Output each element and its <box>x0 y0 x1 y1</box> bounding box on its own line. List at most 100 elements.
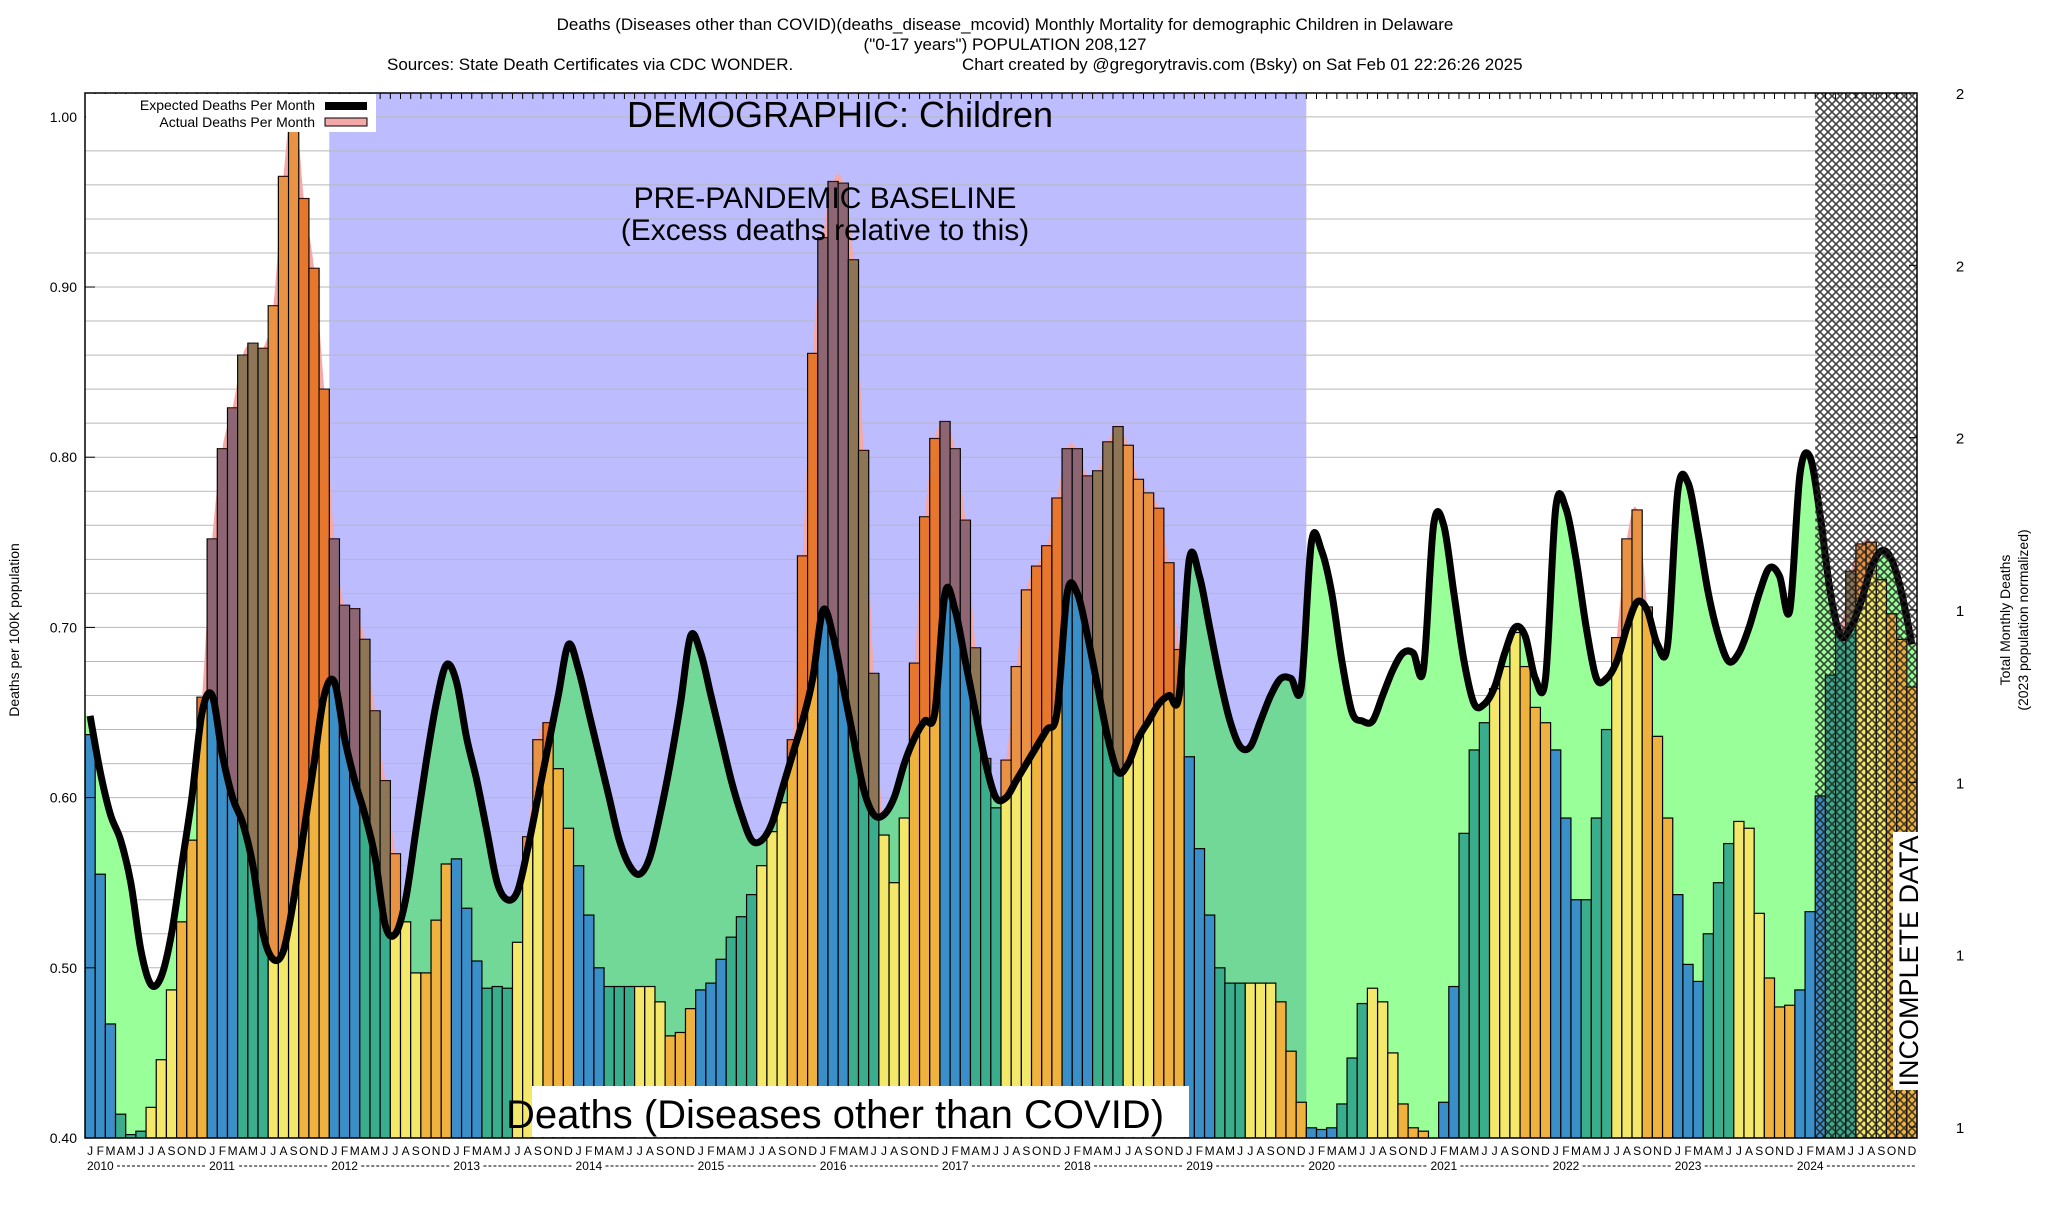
x-tick-label-month: O <box>788 1144 797 1158</box>
x-tick-label-month: J <box>627 1144 633 1158</box>
x-tick-label-month: J <box>1115 1144 1121 1158</box>
x-tick-label-month: F <box>219 1144 226 1158</box>
x-tick-label-month: M <box>350 1144 360 1158</box>
bar-actual-deaths <box>1682 963 1694 1138</box>
bar-actual-deaths <box>1000 759 1012 1138</box>
bar-excess-portion <box>1154 508 1164 705</box>
x-tick-label-month: F <box>97 1144 104 1158</box>
bar-excess-portion <box>1093 470 1103 687</box>
y2-tick-label: 1 <box>1956 948 1964 965</box>
bar-excess-portion <box>1072 448 1082 594</box>
x-tick-label-month: O <box>1520 1144 1529 1158</box>
bar-actual-deaths <box>1672 894 1684 1138</box>
chart-sources: Sources: State Death Certificates via CD… <box>387 55 793 74</box>
bar-actual-deaths <box>1265 982 1277 1138</box>
x-tick-label-month: S <box>1877 1144 1885 1158</box>
x-tick-label-month: A <box>239 1144 247 1158</box>
x-tick-label-month: M <box>859 1144 869 1158</box>
bar-actual-deaths <box>1753 912 1765 1138</box>
bar-actual-deaths <box>980 757 992 1138</box>
x-tick-label-month: M <box>126 1144 136 1158</box>
bar-excess-portion <box>533 739 543 798</box>
x-tick-label-month: N <box>1042 1144 1051 1158</box>
x-tick-label-month: N <box>310 1144 319 1158</box>
x-tick-label-month: D <box>1297 1144 1306 1158</box>
bar-excess-portion <box>1001 760 1011 798</box>
x-tick-label-month: A <box>1501 1144 1509 1158</box>
bar-actual-deaths <box>1254 982 1267 1138</box>
x-tick-label-year: 2016 <box>820 1159 847 1173</box>
bar-actual-deaths <box>94 873 106 1138</box>
bar-excess-portion <box>299 198 309 832</box>
x-tick-label-month: A <box>1338 1144 1346 1158</box>
y-tick-label: 0.90 <box>50 279 77 295</box>
x-tick-label-month: J <box>1064 1144 1070 1158</box>
x-tick-label-month: A <box>157 1144 165 1158</box>
x-tick-label-month: M <box>1693 1144 1703 1158</box>
bar-excess-portion <box>869 673 879 815</box>
bar-actual-deaths <box>1549 749 1562 1138</box>
axis-ticks <box>84 92 1918 1139</box>
x-tick-label-month: S <box>778 1144 786 1158</box>
bar-actual-deaths <box>1458 832 1470 1138</box>
bar-actual-deaths <box>85 734 96 1138</box>
x-tick-label-year: 2012 <box>331 1159 358 1173</box>
bar-actual-deaths <box>1173 648 1185 1138</box>
x-tick-label-month: S <box>1022 1144 1030 1158</box>
x-tick-label-month: A <box>1460 1144 1468 1158</box>
x-tick-label-month: D <box>1541 1144 1550 1158</box>
bar-actual-deaths <box>491 985 503 1138</box>
bar-excess-portion <box>971 647 981 713</box>
bar-actual-deaths <box>186 839 198 1138</box>
x-tick-label-month: D <box>1175 1144 1184 1158</box>
x-tick-label-month: A <box>1216 1144 1224 1158</box>
x-tick-label-month: J <box>637 1144 643 1158</box>
bar-excess-portion <box>828 181 838 636</box>
x-tick-label-month: M <box>370 1144 380 1158</box>
bar-actual-deaths <box>410 972 422 1138</box>
x-tick-label-month: O <box>299 1144 308 1158</box>
x-tick-label-month: M <box>1571 1144 1581 1158</box>
bar-actual-deaths <box>176 921 188 1138</box>
x-tick-label-month: J <box>209 1144 215 1158</box>
x-tick-label-month: F <box>1806 1144 1813 1158</box>
x-tick-label-month: M <box>736 1144 746 1158</box>
bar-actual-deaths <box>155 1059 168 1138</box>
bar-actual-deaths <box>135 1130 147 1138</box>
x-tick-label-year: 2014 <box>576 1159 603 1173</box>
y2-tick-label: 2 <box>1956 258 1964 275</box>
x-tick-label-month: J <box>759 1144 765 1158</box>
bar-actual-deaths <box>1305 1127 1318 1138</box>
bar-actual-deaths <box>1743 827 1755 1138</box>
baseline-sublabel: (Excess deaths relative to this) <box>621 214 1030 247</box>
x-tick-label-month: J <box>1481 1144 1487 1158</box>
x-tick-label-month: M <box>228 1144 238 1158</box>
y2-axis-label-line2: (2023 population normalized) <box>2015 529 2031 710</box>
bar-excess-portion <box>1032 566 1042 747</box>
x-tick-label-month: M <box>1103 1144 1113 1158</box>
bar-excess-portion <box>289 93 299 900</box>
legend-label-actual: Actual Deaths Per Month <box>159 114 315 130</box>
bar-excess-portion <box>1123 445 1133 764</box>
x-tick-label-month: S <box>1145 1144 1153 1158</box>
x-tick-label-month: J <box>392 1144 398 1158</box>
x-tick-label-month: M <box>1083 1144 1093 1158</box>
bar-excess-portion <box>930 438 940 713</box>
bar-actual-deaths <box>1784 1004 1796 1138</box>
x-tick-label-month: D <box>198 1144 207 1158</box>
x-tick-label-month: A <box>1826 1144 1834 1158</box>
x-tick-label-month: N <box>1409 1144 1418 1158</box>
bar-excess-portion <box>278 176 288 951</box>
bar-excess-portion <box>838 183 848 687</box>
bar-excess-portion <box>1042 545 1052 730</box>
y-tick-label: 0.60 <box>50 790 77 806</box>
bar-excess-portion <box>350 608 360 781</box>
x-tick-label-year: 2023 <box>1675 1159 1702 1173</box>
legend-swatch-actual <box>324 117 368 127</box>
bar-actual-deaths <box>1590 817 1603 1138</box>
demographic-label: DEMOGRAPHIC: Children <box>627 94 1053 135</box>
bar-actual-deaths <box>1529 706 1542 1138</box>
bar-actual-deaths <box>1275 1001 1287 1138</box>
